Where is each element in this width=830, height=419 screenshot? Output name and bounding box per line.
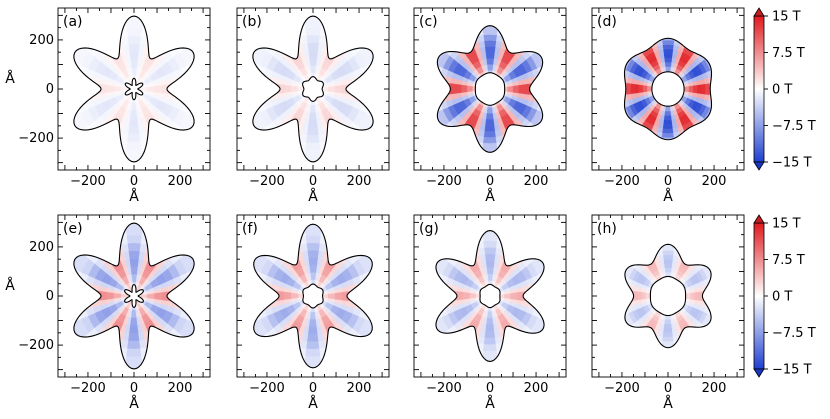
inner-boundary [124, 77, 144, 101]
outer-boundary [73, 15, 195, 163]
x-axis-label: Å [308, 395, 318, 412]
x-tick-label: 200 [524, 381, 549, 396]
y-tick-label: −200 [18, 131, 54, 146]
x-tick-label: −200 [249, 381, 285, 396]
panel-h: −200 0 200 Å (h) [591, 214, 745, 412]
colorbar-gradient [753, 15, 765, 163]
panel-label: (g) [419, 221, 439, 237]
panels-group: −200 0 200 200 0 −200 Å Å (a) −200 0 200 Å (b) −200 0 20… [5, 7, 745, 412]
y-tick-label: 200 [29, 240, 54, 255]
colorbar-min-arrow [753, 161, 765, 171]
colorbar-tick-label: 15 T [772, 10, 801, 25]
y-axis-label: Å [5, 277, 15, 294]
x-axis-label: Å [663, 188, 673, 205]
panel-label: (e) [63, 221, 83, 237]
inner-boundary [479, 283, 501, 309]
colorbar-tick-label: 7.5 T [772, 253, 805, 268]
outer-boundary [73, 222, 195, 370]
x-tick-label: 0 [486, 174, 494, 189]
colorbar-min-arrow [753, 368, 765, 378]
x-tick-label: 0 [486, 381, 494, 396]
panel-c: −200 0 200 Å (c) [413, 7, 567, 205]
colorbar-tick-label: −15 T [772, 363, 812, 378]
x-tick-label: −200 [426, 174, 462, 189]
colorbar: 15 T 7.5 T 0 T −7.5 T −15 T [753, 214, 816, 378]
x-tick-label: 200 [168, 381, 193, 396]
x-tick-label: 200 [347, 174, 372, 189]
colorbar: 15 T 7.5 T 0 T −7.5 T −15 T [753, 7, 816, 171]
panel-label: (b) [242, 14, 262, 30]
colorbar-max-arrow [753, 7, 765, 17]
y-axis-label: Å [5, 70, 15, 87]
x-tick-label: 200 [347, 381, 372, 396]
y-tick-label: 0 [46, 82, 54, 97]
inner-boundary [474, 72, 506, 106]
panel-a: −200 0 200 200 0 −200 Å Å (a) [5, 7, 211, 205]
field-map [624, 38, 712, 140]
x-axis-label: Å [129, 395, 139, 412]
x-tick-label: 200 [702, 174, 727, 189]
colorbars-group: 15 T 7.5 T 0 T −7.5 T −15 T 15 T 7.5 T 0 T −7.5 … [753, 7, 816, 378]
x-tick-label: 200 [524, 174, 549, 189]
x-tick-label: 0 [664, 174, 672, 189]
panel-label: (c) [419, 14, 438, 30]
inner-boundary [651, 71, 685, 107]
x-axis-label: Å [308, 188, 318, 205]
x-tick-label: −200 [70, 381, 106, 396]
outer-boundary [253, 223, 373, 369]
outer-boundary [435, 230, 545, 362]
y-tick-label: 0 [46, 289, 54, 304]
outer-boundary [623, 37, 713, 141]
x-axis-label: Å [485, 395, 495, 412]
y-tick-label: −200 [18, 338, 54, 353]
panel-f: −200 0 200 Å (f) [236, 214, 390, 412]
x-tick-label: 200 [168, 174, 193, 189]
x-tick-label: 0 [130, 381, 138, 396]
colorbar-tick-label: 7.5 T [772, 46, 805, 61]
panel-g: −200 0 200 Å (g) [413, 214, 567, 412]
x-tick-label: 0 [309, 174, 317, 189]
x-tick-label: 0 [130, 174, 138, 189]
panel-label: (a) [63, 14, 83, 30]
outer-boundary [252, 15, 374, 163]
colorbar-tick-label: 15 T [772, 217, 801, 232]
y-tick-label: 200 [29, 33, 54, 48]
panel-label: (f) [242, 221, 258, 237]
inner-boundary [302, 283, 324, 309]
x-axis-label: Å [485, 188, 495, 205]
panel-label: (h) [597, 221, 617, 237]
x-tick-label: −200 [604, 174, 640, 189]
x-tick-label: −200 [249, 174, 285, 189]
x-tick-label: 0 [664, 381, 672, 396]
inner-boundary [124, 284, 144, 308]
panel-d: −200 0 200 Å (d) [591, 7, 745, 205]
x-axis-label: Å [663, 395, 673, 412]
x-axis-label: Å [129, 188, 139, 205]
x-tick-label: 0 [309, 381, 317, 396]
colorbar-tick-label: −7.5 T [772, 119, 816, 134]
x-tick-label: −200 [426, 381, 462, 396]
x-tick-label: 200 [702, 381, 727, 396]
x-tick-label: −200 [604, 381, 640, 396]
colorbar-gradient [753, 222, 765, 370]
panel-b: −200 0 200 Å (b) [236, 7, 390, 205]
colorbar-tick-label: −7.5 T [772, 326, 816, 341]
inner-boundary [649, 275, 687, 317]
x-tick-label: −200 [70, 174, 106, 189]
inner-boundary [302, 76, 324, 102]
outer-boundary [436, 25, 544, 153]
colorbar-max-arrow [753, 214, 765, 224]
panel-e: −200 0 200 200 0 −200 Å Å (e) [5, 214, 211, 412]
panel-label: (d) [597, 14, 617, 30]
colorbar-tick-label: −15 T [772, 156, 812, 171]
outer-boundary [624, 243, 712, 349]
colorbar-tick-label: 0 T [772, 83, 792, 98]
colorbar-tick-label: 0 T [772, 290, 792, 305]
